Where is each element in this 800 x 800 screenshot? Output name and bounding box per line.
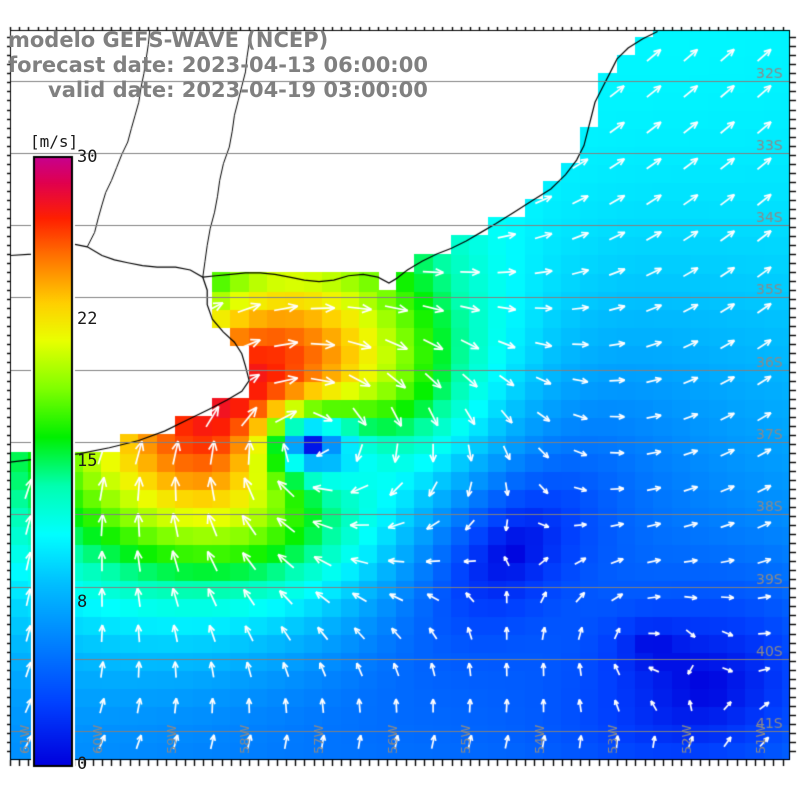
colorbar-tick-22: 22 xyxy=(77,308,98,329)
colorbar-unit-label: [m/s] xyxy=(30,132,79,151)
colorbar-tick-0: 0 xyxy=(77,754,88,774)
colorbar-tick-15: 15 xyxy=(77,450,98,471)
colorbar-tick-8: 8 xyxy=(77,592,88,613)
colorbar-tick-30: 30 xyxy=(77,147,98,167)
